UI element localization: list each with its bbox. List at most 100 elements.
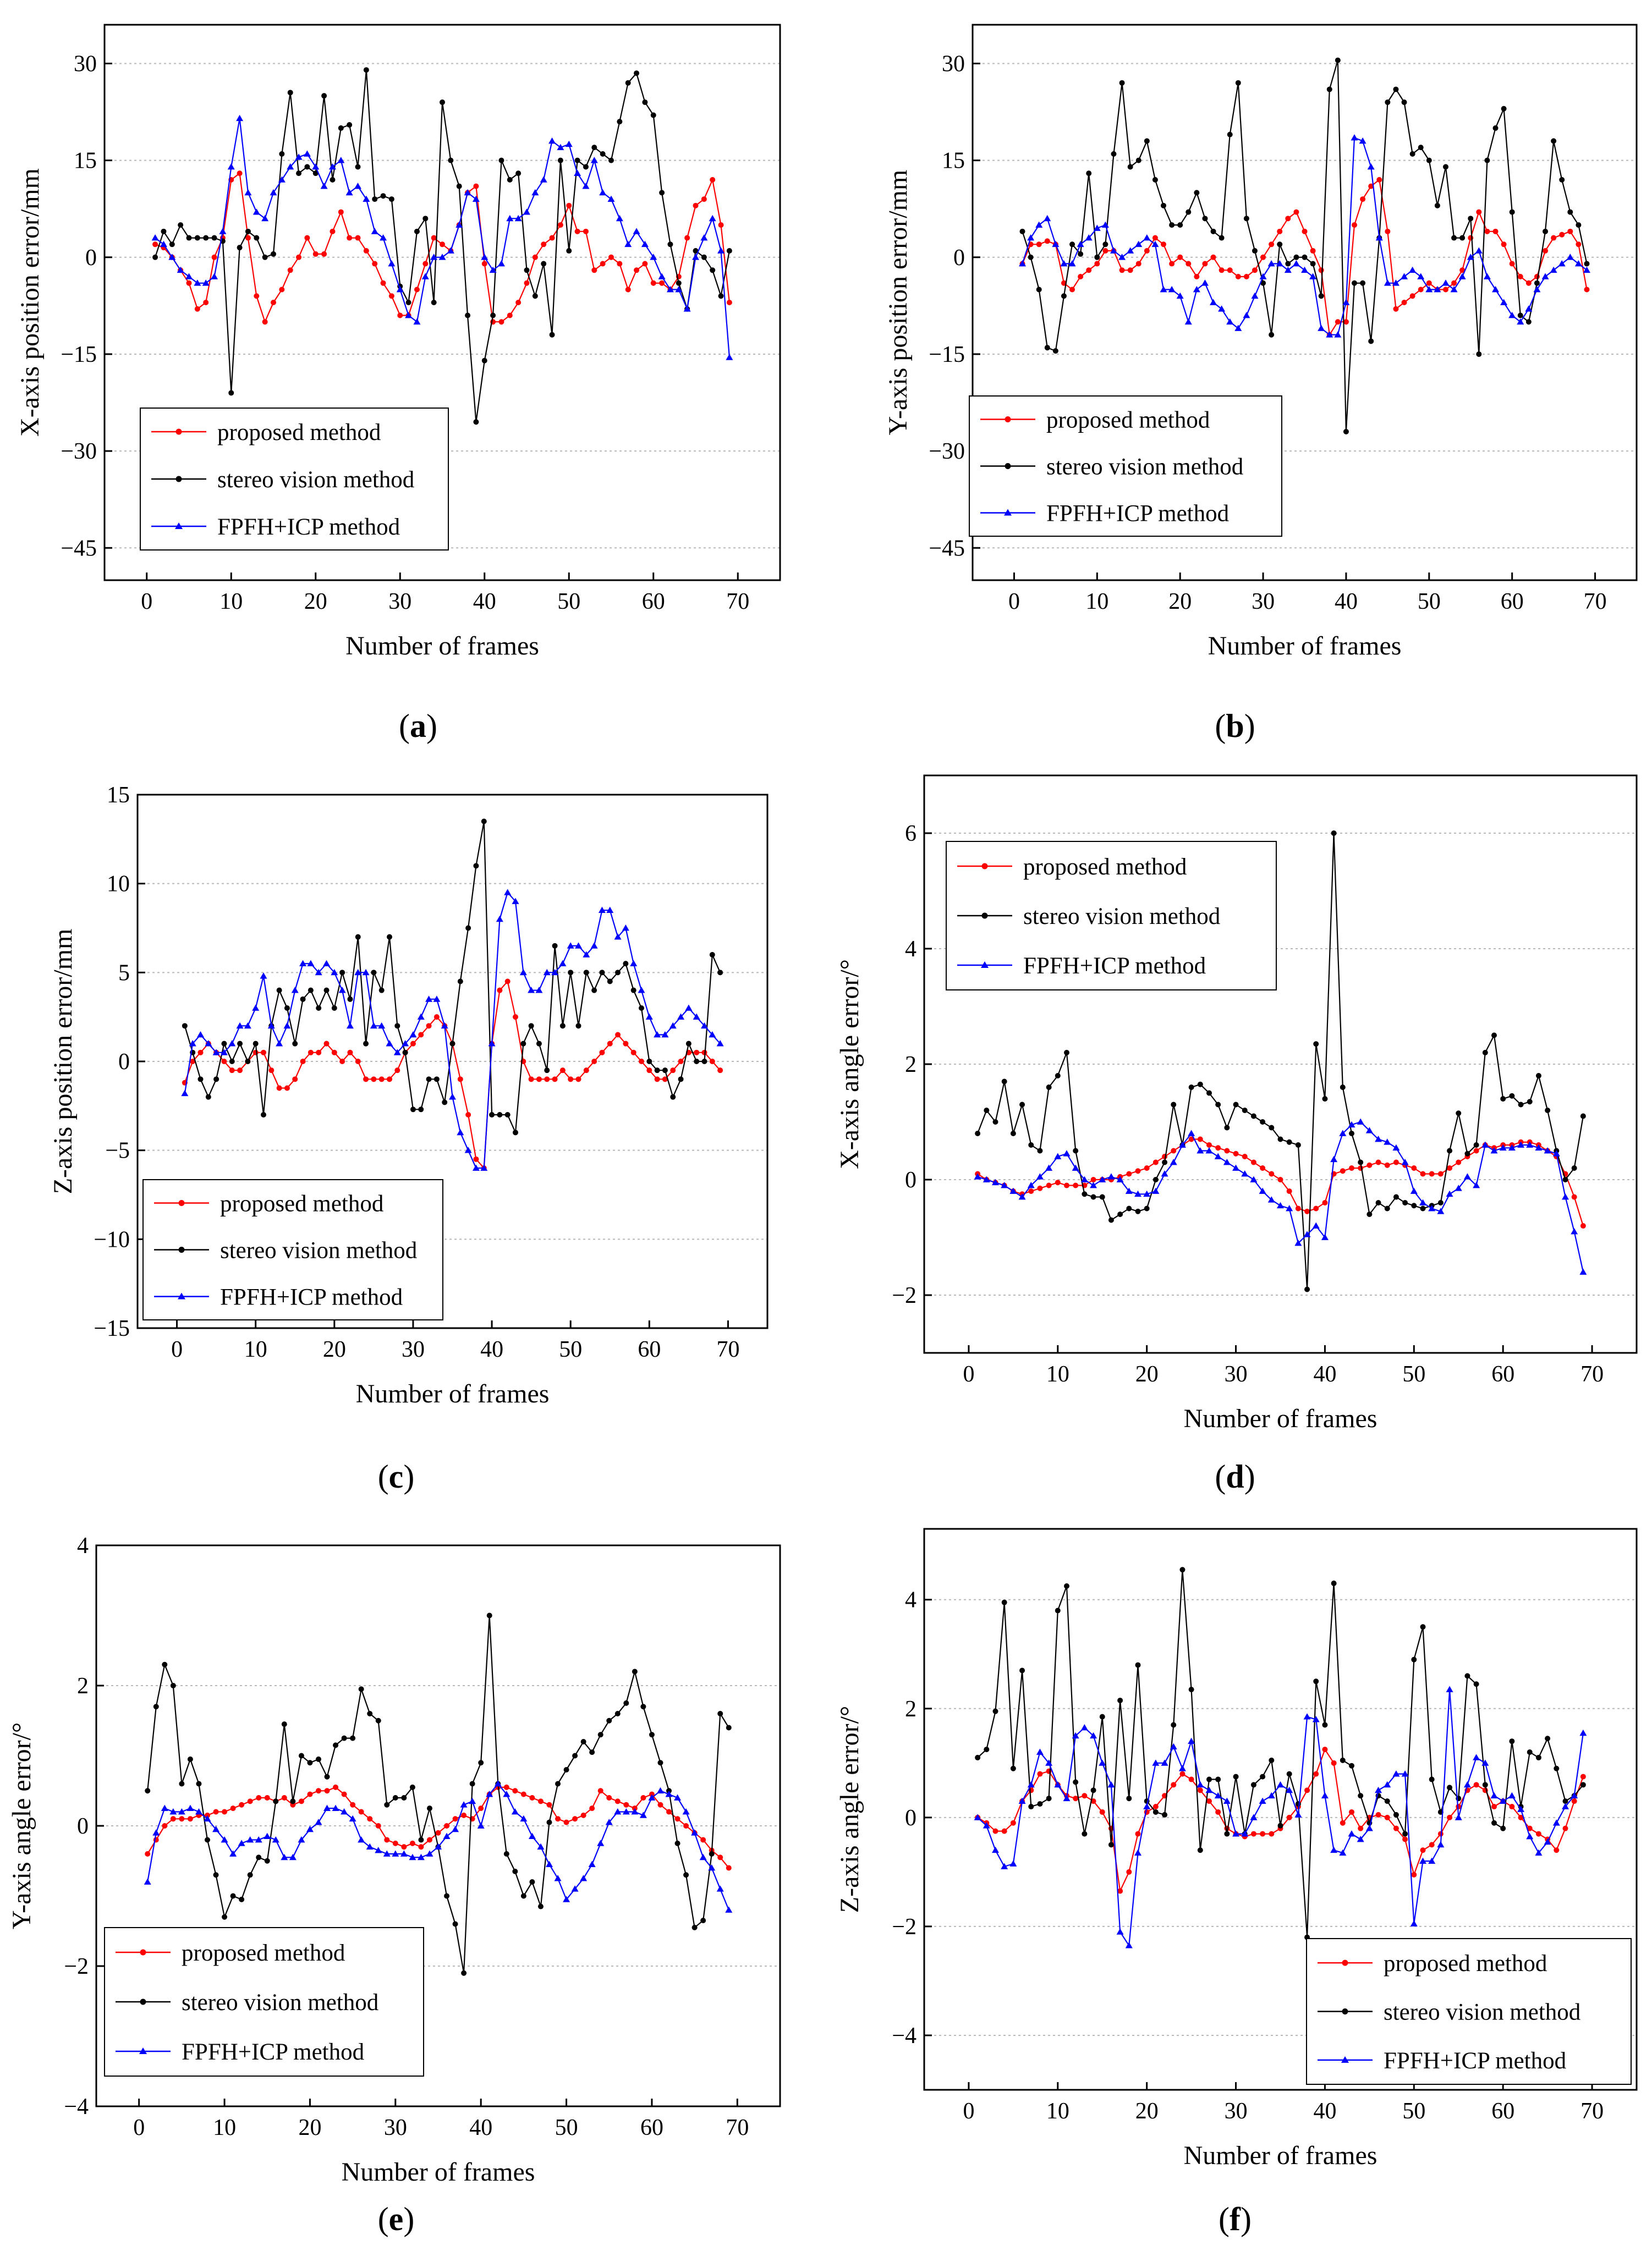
data-point-stereo [245,1059,251,1064]
data-point-stereo [597,1732,603,1738]
data-point-proposed [1161,241,1167,247]
data-point-proposed [1177,254,1183,260]
data-point-stereo [338,125,344,131]
data-point-stereo [1243,216,1249,222]
data-point-fpfh [1232,1164,1240,1171]
data-point-proposed [1295,1205,1301,1212]
data-point-fpfh [211,273,218,279]
legend-label-fpfh: FPFH+ICP method [220,1285,403,1311]
data-point-fpfh [197,1031,204,1038]
data-point-fpfh [409,1853,416,1860]
data-point-fpfh [1134,1849,1141,1856]
data-point-fpfh [332,1804,339,1811]
data-point-stereo [1501,106,1507,112]
data-point-stereo [717,970,723,976]
data-point-fpfh [590,942,598,949]
data-point-stereo [1286,1771,1292,1777]
data-point-fpfh [1475,247,1483,254]
data-point-proposed [316,1049,322,1055]
data-point-proposed [367,1816,373,1822]
data-point-fpfh [1176,292,1184,299]
data-point-stereo [350,1735,356,1741]
data-point-fpfh [1481,1141,1489,1148]
data-point-fpfh [229,1850,237,1857]
data-point-fpfh [528,987,535,993]
y-tick-label: −2 [892,1283,916,1308]
x-tick-label: 40 [1313,2099,1336,2124]
data-point-stereo [1393,1194,1399,1200]
data-point-proposed [1331,1760,1337,1766]
data-point-fpfh [624,240,632,247]
data-point-stereo [392,1795,398,1801]
x-tick-label: 30 [388,589,411,614]
data-point-fpfh [1188,1737,1195,1744]
data-point-proposed [1243,274,1249,280]
data-point-proposed [1135,1168,1141,1174]
data-point-fpfh [486,1791,493,1797]
data-point-fpfh [1499,1144,1507,1151]
data-point-stereo [1402,1200,1408,1205]
data-point-fpfh [1562,1803,1569,1809]
data-point-stereo [1468,216,1474,222]
data-point-proposed [1385,228,1391,234]
data-point-proposed [308,1049,314,1055]
data-point-fpfh [1294,1240,1302,1246]
legend-marker-proposed [140,1949,146,1956]
data-point-proposed [1260,1831,1266,1837]
data-point-fpfh [1544,1838,1551,1845]
data-point-proposed [580,1812,586,1818]
data-point-fpfh [1267,1792,1275,1799]
data-point-fpfh [1458,273,1466,279]
data-point-stereo [1331,1581,1337,1587]
data-point-stereo [465,925,471,931]
data-point-proposed [1102,248,1108,254]
data-point-stereo [718,293,724,299]
data-point-fpfh [1054,1781,1062,1788]
data-point-proposed [300,1059,306,1064]
data-point-stereo [1401,99,1407,105]
data-point-proposed [435,1830,441,1836]
y-tick-label: 0 [905,1805,916,1831]
data-point-proposed [1090,1177,1096,1182]
data-point-proposed [1135,261,1141,267]
data-point-stereo [691,1924,698,1930]
data-point-fpfh [1226,318,1234,325]
data-point-fpfh [1019,260,1027,267]
data-point-fpfh [1384,279,1391,286]
data-point-proposed [557,222,563,228]
data-point-fpfh [590,157,598,163]
data-point-stereo [449,1041,455,1047]
data-point-stereo [1194,190,1200,196]
data-point-stereo [261,1112,266,1118]
data-point-fpfh [1127,247,1134,254]
data-point-proposed [678,1059,684,1064]
data-point-proposed [630,1049,636,1055]
data-point-stereo [632,1669,638,1675]
y-tick-label: 4 [77,1533,89,1559]
data-point-proposed [992,1828,998,1834]
data-point-stereo [1055,1073,1061,1078]
data-point-proposed [1562,1825,1568,1831]
data-point-stereo [1188,1687,1194,1693]
data-point-proposed [717,1067,723,1074]
data-point-fpfh [1579,1729,1587,1736]
data-point-fpfh [1099,1176,1106,1182]
data-point-stereo [1366,1212,1373,1217]
data-point-proposed [1554,1847,1560,1853]
data-point-stereo [304,164,310,170]
data-point-stereo [1036,287,1042,293]
data-point-stereo [312,170,319,177]
data-point-fpfh [1579,1268,1587,1275]
data-point-fpfh [1116,1928,1124,1935]
data-point-fpfh [535,987,543,993]
x-tick-label: 70 [1584,589,1607,614]
data-point-stereo [1010,1765,1016,1771]
data-point-fpfh [1401,1770,1409,1777]
data-point-proposed [1036,241,1042,247]
data-point-stereo [1527,1099,1533,1105]
data-point-fpfh [974,1173,981,1180]
data-point-stereo [1318,293,1324,299]
data-point-stereo [606,1717,612,1724]
data-point-fpfh [1301,266,1308,273]
legend-marker-proposed [981,863,988,869]
